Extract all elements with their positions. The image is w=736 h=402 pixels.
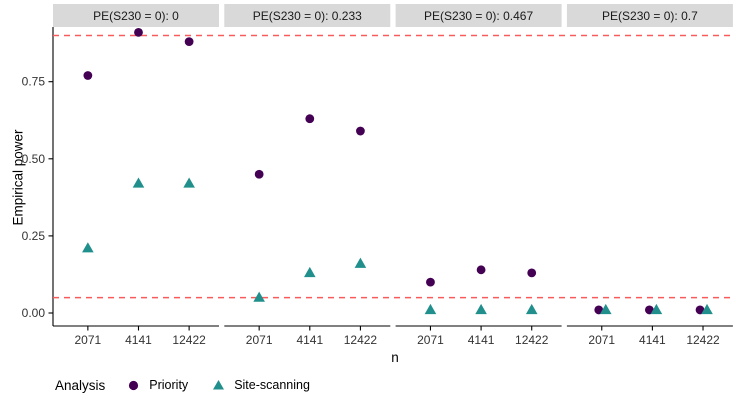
- point-priority: [184, 37, 194, 47]
- point-priority: [356, 126, 365, 136]
- facet-strip-label: PE(S230 = 0): 0: [93, 9, 179, 23]
- point-priority: [134, 27, 143, 37]
- point-site-scanning: [599, 303, 612, 315]
- point-site-scanning: [650, 303, 663, 315]
- point-site-scanning: [82, 242, 94, 253]
- x-axis-tick-label: 4141: [125, 333, 152, 347]
- legend-title: Analysis: [55, 377, 106, 393]
- legend-item-label: Priority: [149, 378, 189, 392]
- facet-strip-label: PE(S230 = 0): 0.7: [602, 9, 698, 23]
- facet-strip-label: PE(S230 = 0): 0.233: [253, 9, 362, 23]
- x-axis-tick-label: 2071: [75, 333, 102, 347]
- y-axis-tick-label: 0.00: [22, 306, 46, 320]
- point-priority: [426, 277, 435, 287]
- legend-item-priority: Priority: [127, 378, 188, 392]
- x-axis-tick-label: 12422: [515, 333, 549, 347]
- facet-strip-label: PE(S230 = 0): 0.467: [424, 9, 533, 23]
- point-site-scanning: [132, 177, 145, 188]
- x-axis-tick-label: 12422: [172, 333, 206, 347]
- point-site-scanning: [253, 291, 265, 302]
- facet-strip: [566, 4, 733, 27]
- x-axis-tick-label: 4141: [639, 333, 666, 347]
- point-priority: [476, 265, 486, 275]
- point-priority: [254, 169, 264, 179]
- x-axis-tick-label: 2071: [246, 333, 273, 347]
- point-priority: [83, 71, 93, 80]
- point-site-scanning: [525, 303, 538, 315]
- point-priority: [644, 305, 654, 315]
- x-axis-title: n: [391, 350, 399, 365]
- y-axis-title: Empirical power: [10, 129, 26, 226]
- x-axis-tick-label: 2071: [588, 333, 615, 347]
- legend: Analysis Priority Site-scanning: [55, 373, 324, 397]
- point-site-scanning: [183, 177, 195, 188]
- site-scanning-triangle-icon: [213, 380, 225, 390]
- y-axis-tick-label: 0.50: [22, 152, 46, 166]
- facet-strip: [224, 4, 391, 27]
- x-axis-tick-label: 12422: [686, 333, 720, 347]
- point-site-scanning: [424, 303, 437, 315]
- legend-item-label: Site-scanning: [234, 378, 310, 392]
- point-site-scanning: [303, 266, 316, 278]
- point-priority: [305, 114, 315, 124]
- point-priority: [695, 305, 705, 315]
- x-axis-tick-label: 4141: [468, 333, 495, 347]
- legend-item-site-scanning: Site-scanning: [212, 378, 310, 392]
- x-axis-tick-label: 4141: [296, 333, 323, 347]
- point-site-scanning: [354, 257, 367, 268]
- point-site-scanning: [701, 303, 713, 315]
- priority-circle-icon: [129, 380, 139, 390]
- facet-strip: [53, 4, 219, 27]
- point-priority: [594, 305, 604, 315]
- y-axis-tick-label: 0.75: [22, 75, 46, 89]
- point-priority: [527, 268, 537, 278]
- x-axis-tick-label: 12422: [344, 333, 378, 347]
- y-axis-tick-label: 0.25: [22, 229, 46, 243]
- facet-strip: [395, 4, 562, 27]
- x-axis-tick-label: 2071: [417, 333, 444, 347]
- point-site-scanning: [475, 303, 487, 315]
